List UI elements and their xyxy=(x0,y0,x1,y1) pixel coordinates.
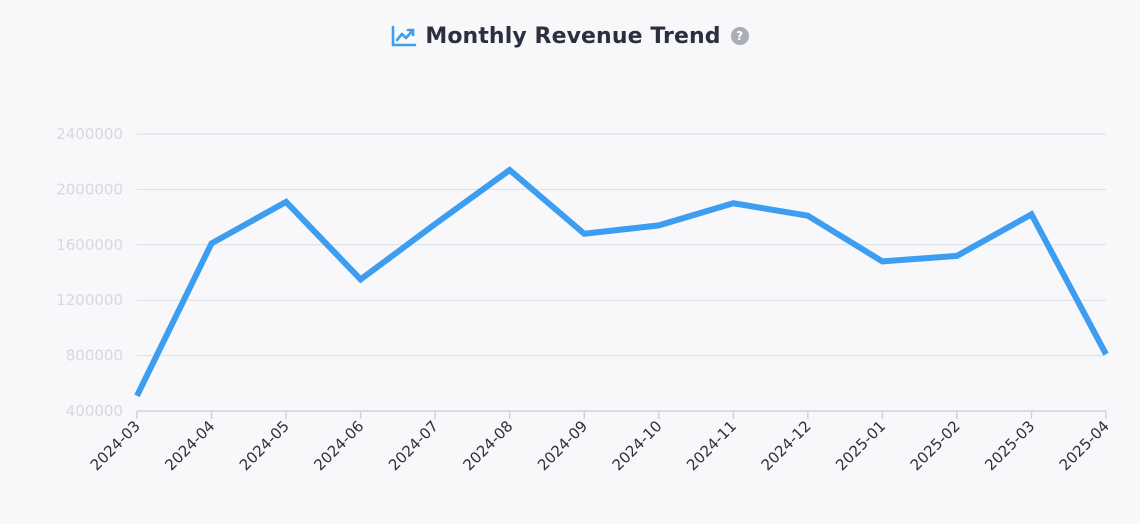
series-line xyxy=(134,166,1109,398)
y-tick-label: 1600000 xyxy=(56,236,123,254)
y-tick-label: 2400000 xyxy=(56,125,123,143)
y-tick-label: 800000 xyxy=(66,347,123,365)
x-tick-label: 2025-03 xyxy=(981,417,1038,474)
chart-title: Monthly Revenue Trend xyxy=(425,23,721,49)
x-tick-label: 2024-08 xyxy=(459,417,516,474)
y-tick-label: 400000 xyxy=(66,402,123,420)
question-circle-icon[interactable]: ? xyxy=(730,27,749,45)
x-tick-label: 2024-05 xyxy=(236,417,293,474)
x-tick-label: 2024-12 xyxy=(758,417,815,474)
x-tick-label: 2024-07 xyxy=(385,417,442,474)
x-tick-label: 2025-01 xyxy=(832,417,889,474)
x-tick-label: 2024-06 xyxy=(310,417,367,474)
x-tick-label: 2024-03 xyxy=(87,417,144,474)
x-tick-label: 2024-10 xyxy=(609,417,666,474)
x-tick-label: 2024-09 xyxy=(534,417,591,474)
trending-up-icon xyxy=(392,25,417,47)
chart-header: Monthly Revenue Trend ? xyxy=(0,18,1140,54)
y-tick-label: 2000000 xyxy=(56,180,123,198)
x-tick-label: 2024-04 xyxy=(161,417,218,474)
y-tick-label: 1200000 xyxy=(56,291,123,309)
x-tick-label: 2024-11 xyxy=(683,417,740,474)
x-tick-label: 2025-02 xyxy=(907,417,964,474)
x-tick-label: 2025-04 xyxy=(1056,417,1113,474)
